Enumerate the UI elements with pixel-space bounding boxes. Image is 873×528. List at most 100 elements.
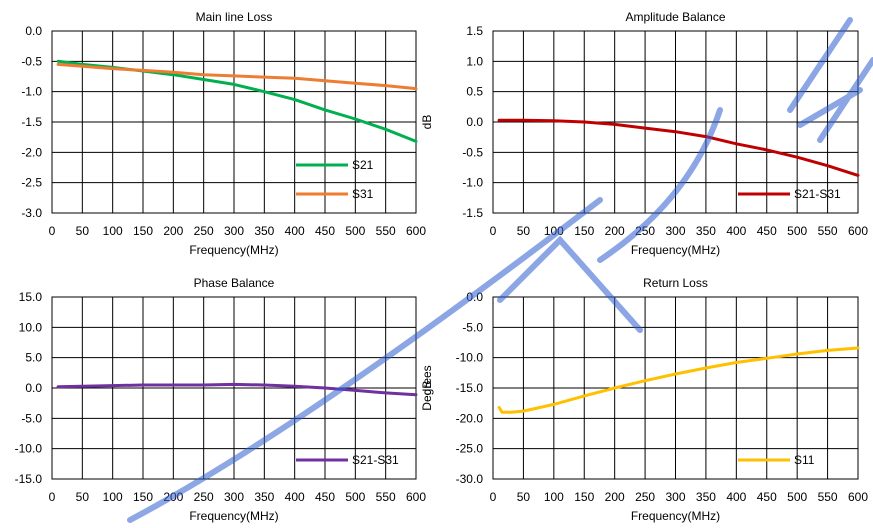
y-tick-label: 0.0 <box>466 115 483 129</box>
x-axis-title: Frequency(MHz) <box>189 509 278 523</box>
y-tick-label: -0.5 <box>21 54 42 68</box>
x-tick-label: 100 <box>544 224 564 238</box>
chart-panel-1: Amplitude Balance 1.5 1.0 0.5 0.0 -0.5 -1.0 -1.… <box>420 10 868 257</box>
x-tick-label: 250 <box>194 224 214 238</box>
data-point <box>414 87 418 90</box>
x-tick-label: 0 <box>490 224 497 238</box>
data-point <box>735 361 738 364</box>
x-tick-label: 550 <box>818 224 838 238</box>
data-point <box>172 73 175 76</box>
y-tick-label: -15.0 <box>15 472 43 486</box>
x-tick-label: 200 <box>605 224 625 238</box>
y-tick-label: -3.0 <box>21 206 42 220</box>
y-tick-label: -5.0 <box>462 320 483 334</box>
x-tick-label: 500 <box>787 490 807 504</box>
data-point <box>56 63 60 66</box>
data-point <box>141 69 145 72</box>
chart-panel-2: Phase Balance 15.0 10.0 5.0 0.0 -5.0 -10.0 -15.… <box>15 276 434 523</box>
x-tick-label: 550 <box>376 224 396 238</box>
y-tick-label: -1.5 <box>462 206 483 220</box>
data-point <box>856 174 860 177</box>
legend-label: S21-S31 <box>794 187 841 201</box>
x-tick-label: 500 <box>345 490 365 504</box>
y-tick-label: 1.5 <box>466 24 483 38</box>
x-axis-title: Frequency(MHz) <box>631 243 720 257</box>
data-point <box>81 384 84 388</box>
data-point <box>583 120 586 124</box>
data-point <box>643 126 647 130</box>
data-point <box>111 384 114 387</box>
x-tick-label: 150 <box>574 490 594 504</box>
x-tick-label: 450 <box>315 490 335 504</box>
data-point <box>765 357 768 360</box>
data-point <box>354 81 357 85</box>
y-tick-label: -20.0 <box>456 411 484 425</box>
x-tick-label: 250 <box>194 490 214 504</box>
data-point <box>795 155 799 159</box>
data-point <box>414 393 418 396</box>
x-tick-label: 400 <box>285 224 305 238</box>
x-tick-label: 50 <box>517 224 531 238</box>
x-tick-label: 50 <box>517 490 531 504</box>
data-point <box>263 90 266 93</box>
x-tick-label: 350 <box>254 224 274 238</box>
data-point <box>384 84 387 87</box>
data-point <box>323 79 327 82</box>
x-tick-label: 0 <box>49 224 56 238</box>
x-tick-label: 300 <box>224 490 244 504</box>
data-point <box>795 352 799 356</box>
data-point <box>735 142 738 146</box>
x-tick-label: 450 <box>315 224 335 238</box>
data-point <box>583 394 586 398</box>
y-tick-label: 0.0 <box>25 381 42 395</box>
x-tick-label: 200 <box>163 490 183 504</box>
data-point <box>232 74 236 78</box>
y-tick-label: -5.0 <box>21 411 42 425</box>
chart-title: Amplitude Balance <box>625 10 725 24</box>
x-tick-label: 350 <box>696 490 716 504</box>
y-axis-title: dB <box>420 381 434 396</box>
x-tick-label: 500 <box>345 224 365 238</box>
data-point <box>510 411 513 414</box>
data-point <box>643 379 647 382</box>
y-tick-label: 5.0 <box>25 351 42 365</box>
x-tick-label: 100 <box>103 224 123 238</box>
data-point <box>765 148 768 152</box>
data-point <box>522 409 525 413</box>
x-tick-label: 150 <box>133 490 153 504</box>
data-point <box>414 140 418 143</box>
y-tick-label: 0.0 <box>466 290 483 304</box>
data-point <box>111 67 114 70</box>
x-tick-label: 250 <box>635 224 655 238</box>
y-tick-label: -1.5 <box>21 115 42 129</box>
legend-label: S21 <box>352 158 374 172</box>
y-tick-label: -10.0 <box>15 442 43 456</box>
data-point <box>56 385 60 388</box>
data-point <box>354 389 357 392</box>
data-point <box>202 73 205 76</box>
x-tick-label: 550 <box>376 490 396 504</box>
x-tick-label: 550 <box>818 490 838 504</box>
data-point <box>674 130 677 133</box>
x-tick-label: 600 <box>406 224 426 238</box>
y-tick-label: -2.0 <box>21 145 42 159</box>
data-point <box>263 75 266 79</box>
x-tick-label: 600 <box>848 224 868 238</box>
chart-panel-3: Return Loss 0.0 -5.0 -10.0 -15.0 -20.0 -25.0 -3… <box>420 276 868 523</box>
y-tick-label: -15.0 <box>456 381 484 395</box>
y-tick-label: 15.0 <box>19 290 43 304</box>
data-point <box>293 98 296 101</box>
x-tick-label: 350 <box>696 224 716 238</box>
data-point <box>552 403 556 406</box>
y-tick-label: -25.0 <box>456 442 484 456</box>
x-tick-label: 100 <box>544 490 564 504</box>
x-tick-label: 450 <box>757 224 777 238</box>
data-point <box>497 406 501 409</box>
x-tick-label: 300 <box>665 224 685 238</box>
x-tick-label: 300 <box>224 224 244 238</box>
data-point <box>704 366 708 370</box>
data-point <box>354 117 357 121</box>
y-tick-label: -1.0 <box>21 85 42 99</box>
y-tick-label: -0.5 <box>462 145 483 159</box>
